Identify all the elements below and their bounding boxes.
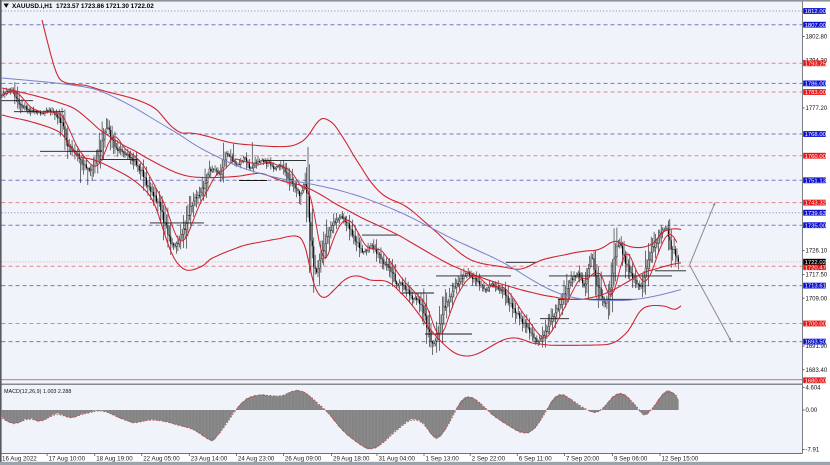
svg-text:1717.50: 1717.50 (806, 273, 828, 279)
svg-text:1807.00: 1807.00 (805, 23, 827, 29)
svg-text:1783.00: 1783.00 (805, 90, 827, 96)
svg-text:16 Aug 2022: 16 Aug 2022 (2, 455, 37, 462)
svg-text:1691.90: 1691.90 (806, 344, 828, 350)
svg-text:1812.00: 1812.00 (805, 9, 827, 15)
svg-text:1743.32: 1743.32 (805, 201, 826, 207)
svg-text:1793.25: 1793.25 (805, 61, 827, 67)
svg-text:1680.00: 1680.00 (805, 378, 827, 384)
svg-text:1768.00: 1768.00 (805, 132, 827, 138)
svg-text:1786.00: 1786.00 (805, 82, 827, 88)
svg-text:1739.63: 1739.63 (805, 211, 827, 217)
svg-text:1722.02: 1722.02 (805, 260, 826, 266)
svg-text:24 Aug 23:00: 24 Aug 23:00 (238, 455, 275, 462)
svg-text:1720.47: 1720.47 (805, 265, 826, 271)
svg-text:MACD(12,26,9) 1.003 2.288: MACD(12,26,9) 1.003 2.288 (4, 389, 71, 395)
svg-text:1 Sep 13:00: 1 Sep 13:00 (426, 455, 460, 462)
svg-text:1760.00: 1760.00 (805, 154, 827, 160)
svg-text:23 Aug 14:00: 23 Aug 14:00 (191, 455, 228, 462)
svg-text:7 Sep 20:00: 7 Sep 20:00 (566, 455, 600, 462)
svg-text:1726.10: 1726.10 (806, 249, 828, 255)
svg-text:9 Sep 06:00: 9 Sep 06:00 (614, 455, 648, 462)
svg-text:1709.00: 1709.00 (806, 296, 828, 302)
svg-text:XAUUSD.i,H1 1723.57 1723.86 1: XAUUSD.i,H1 1723.57 1723.86 1721.30 1722… (12, 3, 154, 10)
svg-text:1735.00: 1735.00 (805, 223, 827, 229)
svg-text:4.604: 4.604 (806, 385, 822, 391)
svg-text:26 Aug 09:00: 26 Aug 09:00 (285, 455, 322, 462)
svg-text:1700.00: 1700.00 (805, 322, 827, 328)
svg-text:1777.20: 1777.20 (806, 106, 828, 112)
svg-text:-7.91: -7.91 (806, 448, 820, 454)
svg-text:1713.61: 1713.61 (805, 284, 826, 290)
svg-text:1751.13: 1751.13 (805, 178, 827, 184)
svg-text:1683.40: 1683.40 (806, 368, 828, 374)
svg-text:17 Aug 10:00: 17 Aug 10:00 (49, 455, 86, 462)
svg-text:31 Aug 04:00: 31 Aug 04:00 (379, 455, 416, 462)
svg-text:18 Aug 19:00: 18 Aug 19:00 (96, 455, 133, 462)
svg-text:0.00: 0.00 (806, 408, 818, 414)
svg-text:2 Sep 22:00: 2 Sep 22:00 (472, 455, 506, 462)
svg-text:29 Aug 18:00: 29 Aug 18:00 (333, 455, 370, 462)
svg-text:22 Aug 05:00: 22 Aug 05:00 (143, 455, 180, 462)
svg-text:12 Sep 15:00: 12 Sep 15:00 (662, 455, 699, 462)
svg-text:1693.50: 1693.50 (805, 340, 827, 346)
svg-text:6 Sep 11:00: 6 Sep 11:00 (519, 455, 552, 462)
svg-text:1802.80: 1802.80 (806, 35, 828, 41)
